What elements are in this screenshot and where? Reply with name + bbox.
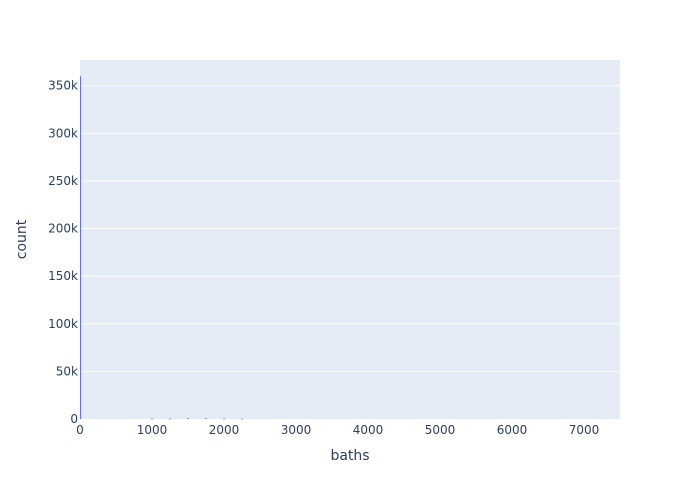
histogram-bar (205, 418, 207, 420)
histogram-bar (151, 418, 153, 420)
y-tick-label: 250k (48, 174, 78, 188)
x-tick-label: 3000 (281, 423, 312, 437)
y-tick-label: 0 (70, 412, 78, 426)
x-tick-label: 5000 (425, 423, 456, 437)
histogram-bar (187, 418, 189, 420)
histogram-bar (223, 418, 225, 420)
y-tick-label: 300k (48, 126, 78, 140)
y-tick-label: 350k (48, 79, 78, 93)
x-tick-label: 7000 (569, 423, 600, 437)
bars (80, 76, 243, 420)
y-tick-label: 150k (48, 269, 78, 283)
x-tick-label: 0 (76, 423, 84, 437)
plot-background (80, 60, 620, 419)
y-tick-label: 100k (48, 317, 78, 331)
x-tick-label: 1000 (137, 423, 168, 437)
histogram-bar (241, 418, 243, 420)
y-axis-ticks: 0 50k 100k 150k 200k 250k 300k 350k (48, 79, 78, 426)
y-axis-title: count (14, 219, 30, 259)
x-tick-label: 4000 (353, 423, 384, 437)
x-tick-label: 6000 (497, 423, 528, 437)
y-tick-label: 200k (48, 222, 78, 236)
x-axis-ticks: 0 1000 2000 3000 4000 5000 6000 7000 (76, 423, 599, 437)
grid-lines (80, 85, 620, 372)
y-tick-label: 50k (56, 364, 78, 378)
histogram-bar (80, 76, 81, 420)
x-axis-title: baths (330, 448, 369, 464)
x-tick-label: 2000 (209, 423, 240, 437)
histogram-bar (169, 418, 171, 420)
